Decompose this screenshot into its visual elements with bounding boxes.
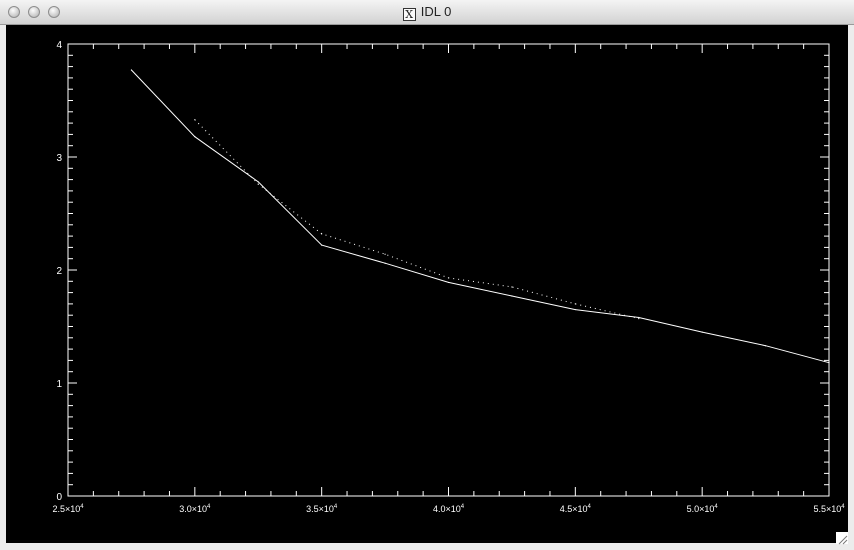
data-point xyxy=(828,362,830,364)
data-point xyxy=(194,136,196,138)
window-title: IDL 0 xyxy=(420,4,452,19)
y-tick-label: 0 xyxy=(56,492,62,503)
y-tick-label: 3 xyxy=(56,153,62,164)
line-chart: 0 1 2 3 4 2.5×104 3.0×104 3.5×104 4.0×104 4.5×104… xyxy=(52,40,845,514)
window-title-wrap: X IDL 0 xyxy=(0,4,854,21)
data-point xyxy=(574,308,576,311)
resize-grip-icon[interactable] xyxy=(836,532,848,545)
plot-frame xyxy=(67,43,830,497)
data-point xyxy=(384,253,386,255)
x-tick-label: 3.0×104 xyxy=(179,504,211,514)
series-line-solid xyxy=(131,69,830,364)
data-point xyxy=(638,317,640,320)
y-tick-label: 4 xyxy=(56,40,62,51)
x-tick-label: 4.0×104 xyxy=(433,504,465,514)
data-point xyxy=(574,303,576,305)
data-point xyxy=(257,181,259,183)
x-tick-label: 4.5×104 xyxy=(560,504,592,514)
data-point xyxy=(447,281,450,284)
x-tick-label: 3.5×104 xyxy=(306,504,338,514)
zoom-button[interactable] xyxy=(48,6,60,18)
data-point xyxy=(638,316,640,319)
y-tick-label: 2 xyxy=(56,266,62,277)
data-point xyxy=(257,183,259,185)
x-tick-label: 5.5×104 xyxy=(813,504,845,514)
data-point xyxy=(130,69,133,71)
data-point xyxy=(321,244,323,246)
plot-canvas: 0 1 2 3 4 2.5×104 3.0×104 3.5×104 4.0×104 4.5×104… xyxy=(6,25,848,543)
series-line-dotted xyxy=(194,119,639,320)
data-point xyxy=(194,119,196,121)
data-point xyxy=(321,233,323,235)
data-point xyxy=(511,286,513,288)
minimize-button[interactable] xyxy=(28,6,40,18)
data-point xyxy=(511,295,513,297)
x-tick-label: 2.5×104 xyxy=(52,504,84,514)
data-point xyxy=(701,331,703,333)
y-tick-label: 1 xyxy=(56,379,62,390)
data-point xyxy=(764,345,767,347)
title-bar[interactable]: X IDL 0 xyxy=(0,0,854,25)
x-tick-label: 5.0×104 xyxy=(687,504,719,514)
x11-icon: X xyxy=(402,8,416,21)
data-point xyxy=(447,277,450,279)
close-button[interactable] xyxy=(8,6,20,18)
data-point xyxy=(384,262,386,264)
